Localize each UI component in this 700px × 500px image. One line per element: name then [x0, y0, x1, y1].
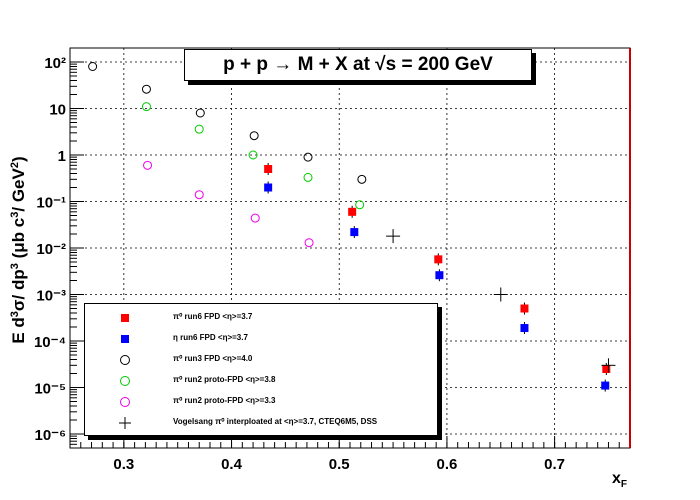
black-circle-marker-icon — [120, 355, 130, 365]
series-group — [88, 62, 367, 184]
legend-label: π⁰ run6 FPD <η>=3.7 — [173, 312, 253, 321]
data-point — [304, 238, 314, 248]
legend-label: π⁰ run2 proto-FPD <η>=3.3 — [173, 396, 276, 405]
data-point — [303, 172, 313, 182]
data-point — [141, 84, 151, 94]
svg-text:E d3σ/ dp3 (μb c3/ GeV2): E d3σ/ dp3 (μb c3/ GeV2) — [9, 156, 28, 343]
series-group — [386, 229, 616, 373]
red-square-marker-icon — [121, 314, 129, 322]
legend-item: π⁰ run2 proto-FPD <η>=3.8 — [85, 371, 437, 391]
y-tick-label: 10⁻¹ — [36, 194, 66, 211]
y-axis-label: E d3σ/ dp3 (μb c3/ GeV2) — [4, 60, 32, 380]
green-circle-marker-icon — [120, 376, 130, 386]
data-point — [520, 324, 529, 333]
x-tick-label: 0.5 — [329, 456, 350, 473]
data-point — [143, 160, 153, 170]
x-tick-label: 0.6 — [436, 456, 457, 473]
legend: π⁰ run6 FPD <η>=3.7 η run6 FPD <η>=3.7 π… — [84, 303, 438, 436]
series-group — [141, 102, 365, 210]
data-point — [348, 207, 357, 216]
data-point — [520, 304, 529, 313]
y-tick-label: 10 — [49, 101, 66, 118]
data-point — [434, 255, 443, 264]
data-point — [602, 364, 611, 373]
data-marks — [88, 62, 616, 392]
data-point — [250, 213, 260, 223]
cross-marker-icon — [119, 417, 131, 429]
data-point — [248, 150, 258, 160]
legend-item: η run6 FPD <η>=3.7 — [85, 329, 437, 349]
legend-item: π⁰ run2 proto-FPD <η>=3.3 — [85, 392, 437, 412]
y-tick-label: 10⁻⁶ — [34, 427, 66, 444]
data-point — [194, 190, 204, 200]
data-point — [355, 200, 365, 210]
data-point — [350, 228, 359, 237]
data-point — [88, 62, 98, 72]
x-axis-label: xF — [612, 470, 628, 491]
series-group — [143, 160, 314, 248]
legend-label: π⁰ run2 proto-FPD <η>=3.8 — [173, 375, 276, 384]
y-tick-label: 10² — [44, 55, 66, 72]
x-tick-label: 0.4 — [221, 456, 243, 473]
data-point — [601, 381, 610, 390]
data-point — [357, 174, 367, 184]
data-point — [194, 124, 204, 134]
legend-item: π⁰ run3 FPD <η>=4.0 — [85, 350, 437, 370]
data-point — [141, 102, 151, 112]
legend-label: Vogelsang π⁰ interploated at <η>=3.7, CT… — [173, 417, 378, 426]
series-group — [264, 181, 610, 392]
series-group — [264, 162, 611, 375]
axis-ticks: 0.3 0.4 0.5 0.6 0.7 10⁻⁶ 10⁻⁵ 10⁻⁴ 10⁻³ 10⁻² 10⁻¹ 1… — [34, 55, 631, 473]
data-point — [435, 271, 444, 280]
y-tick-label: 10⁻² — [36, 241, 66, 258]
data-point — [195, 108, 205, 118]
chart-title: p + p → M + X at √s = 200 GeV — [184, 49, 532, 81]
legend-label: η run6 FPD <η>=3.7 — [173, 333, 248, 342]
blue-square-marker-icon — [121, 335, 129, 343]
y-tick-label: 10⁻⁴ — [34, 334, 66, 351]
data-point — [303, 152, 313, 162]
y-tick-label: 10⁻³ — [36, 288, 66, 305]
magenta-circle-marker-icon — [120, 397, 130, 407]
data-point — [264, 164, 273, 173]
y-tick-label: 1 — [58, 148, 66, 165]
legend-label: π⁰ run3 FPD <η>=4.0 — [173, 354, 253, 363]
y-tick-label: 10⁻⁵ — [34, 381, 66, 398]
data-point — [249, 131, 259, 141]
legend-item: Vogelsang π⁰ interploated at <η>=3.7, CT… — [85, 413, 437, 433]
x-tick-label: 0.7 — [544, 456, 565, 473]
legend-item: π⁰ run6 FPD <η>=3.7 — [85, 308, 437, 328]
data-point — [264, 183, 273, 192]
x-tick-label: 0.3 — [113, 456, 134, 473]
